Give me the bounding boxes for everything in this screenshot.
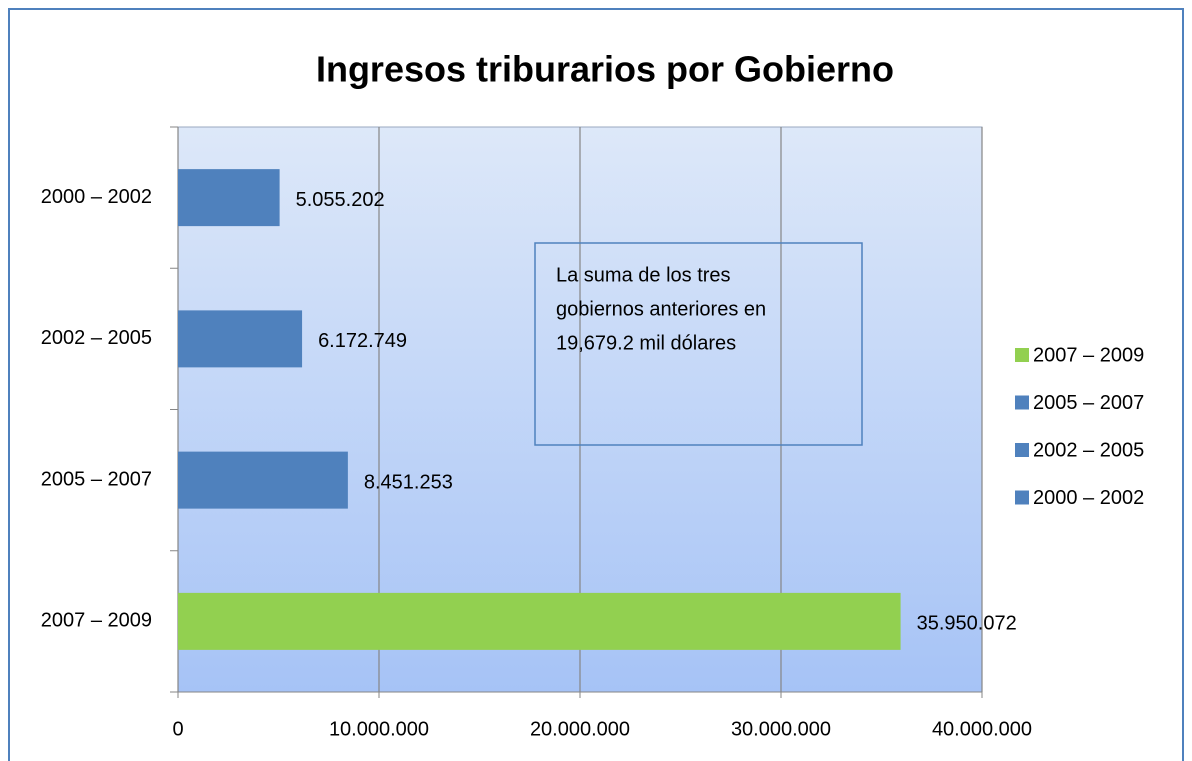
legend-label: 2002 – 2005 (1033, 439, 1144, 461)
x-tick-label: 0 (172, 718, 183, 740)
bar (178, 169, 280, 227)
x-tick-label: 30.000.000 (731, 718, 831, 740)
legend-label: 2007 – 2009 (1033, 344, 1144, 366)
bar (178, 451, 348, 509)
chart-title: Ingresos triburarios por Gobierno (316, 49, 894, 90)
legend-swatch (1015, 395, 1029, 410)
annotation-text: La suma de los tres (556, 264, 731, 286)
value-label: 6.172.749 (318, 330, 407, 352)
x-tick-label: 20.000.000 (530, 718, 630, 740)
legend-swatch (1015, 443, 1029, 457)
annotation-text: 19,679.2 mil dólares (556, 332, 736, 354)
annotation-box (534, 242, 863, 446)
bar (178, 310, 303, 368)
legend-label: 2000 – 2002 (1033, 487, 1144, 509)
value-label: 5.055.202 (296, 189, 385, 211)
x-tick-label: 40.000.000 (932, 718, 1032, 740)
value-label: 35.950.072 (917, 613, 1017, 635)
value-label: 8.451.253 (364, 471, 453, 493)
y-tick-label: 2002 – 2005 (41, 327, 152, 349)
y-tick-label: 2000 – 2002 (41, 186, 152, 208)
frame (8, 8, 1184, 761)
legend-swatch (1015, 348, 1029, 362)
y-tick-label: 2007 – 2009 (41, 610, 152, 632)
legend-label: 2005 – 2007 (1033, 392, 1144, 414)
bar (178, 592, 901, 650)
annotation-text: gobiernos anteriores en (556, 298, 766, 320)
x-tick-label: 10.000.000 (329, 718, 429, 740)
y-tick-label: 2005 – 2007 (41, 468, 152, 490)
legend-swatch (1015, 490, 1029, 505)
